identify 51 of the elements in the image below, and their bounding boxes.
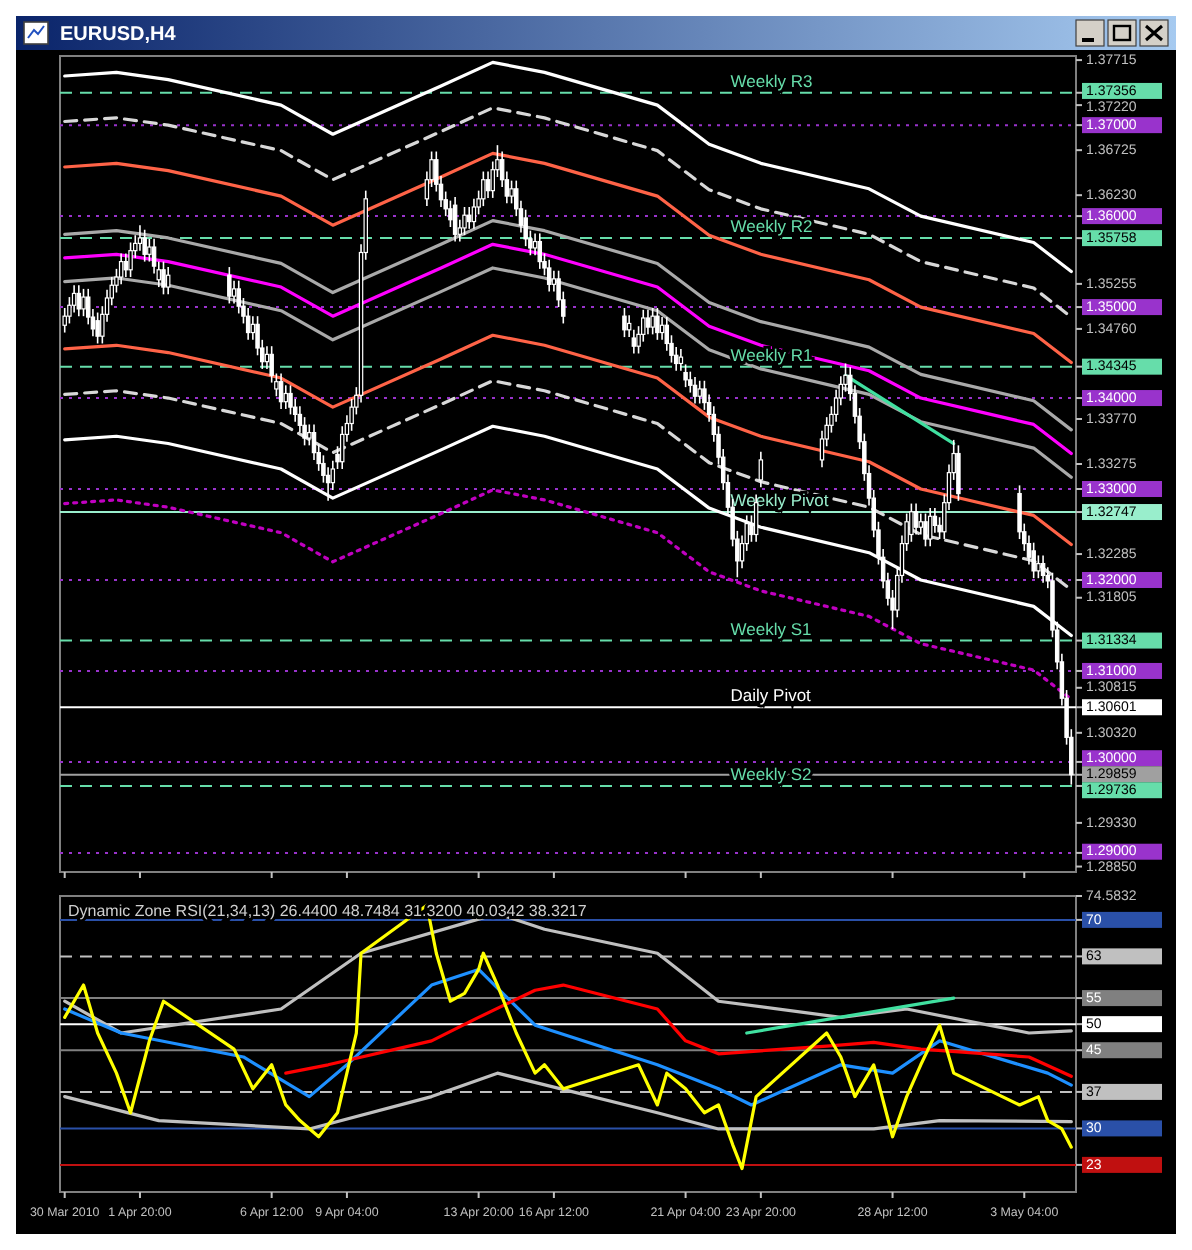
candlestick	[650, 307, 655, 336]
ref-line-label: Weekly S1	[730, 618, 813, 639]
candlestick	[1036, 554, 1041, 579]
candlestick	[758, 450, 764, 488]
candlestick	[462, 206, 467, 237]
ref-line-label: Daily Pivot	[730, 685, 813, 706]
candlestick	[76, 284, 82, 317]
candlestick	[546, 258, 552, 293]
candlestick	[227, 266, 232, 305]
candlestick	[1040, 554, 1046, 584]
candlestick	[923, 512, 928, 548]
line-series	[63, 903, 1073, 1171]
line-series	[63, 488, 1073, 701]
candlestick	[288, 384, 293, 416]
candlestick	[927, 507, 933, 548]
candlestick	[128, 241, 133, 278]
candlestick	[471, 198, 477, 230]
candlestick	[956, 444, 961, 502]
line-series	[63, 106, 1073, 319]
candlestick	[523, 208, 528, 247]
candlestick	[236, 279, 241, 315]
line-series	[284, 983, 1073, 1078]
line-series	[63, 333, 1073, 547]
ref-line-label: Weekly R3	[730, 70, 813, 91]
candlestick	[909, 502, 914, 543]
candlestick	[692, 376, 698, 405]
candlestick	[95, 311, 100, 345]
line-series	[63, 219, 1073, 432]
chart-title: EURUSD,H4	[60, 24, 177, 46]
candlestick	[697, 379, 702, 405]
line-series	[63, 151, 1073, 365]
candlestick	[81, 288, 86, 317]
candlestick	[161, 260, 166, 296]
candlestick	[165, 266, 171, 296]
candlestick	[481, 170, 486, 207]
line-series	[63, 967, 1073, 1107]
line-series	[63, 242, 1073, 456]
candlestick	[622, 307, 627, 338]
candlestick	[645, 309, 651, 336]
candlestick	[913, 502, 919, 536]
candlestick	[537, 232, 543, 270]
candlestick	[466, 206, 472, 230]
candlestick	[118, 252, 124, 286]
line-series	[63, 1071, 1073, 1131]
line-series	[63, 379, 1073, 592]
candlestick	[142, 228, 147, 263]
line-series	[63, 60, 1073, 274]
candlestick	[655, 307, 660, 341]
ref-line-label: Weekly R2	[730, 216, 813, 237]
candlestick	[1031, 541, 1036, 579]
candlestick	[485, 170, 491, 199]
